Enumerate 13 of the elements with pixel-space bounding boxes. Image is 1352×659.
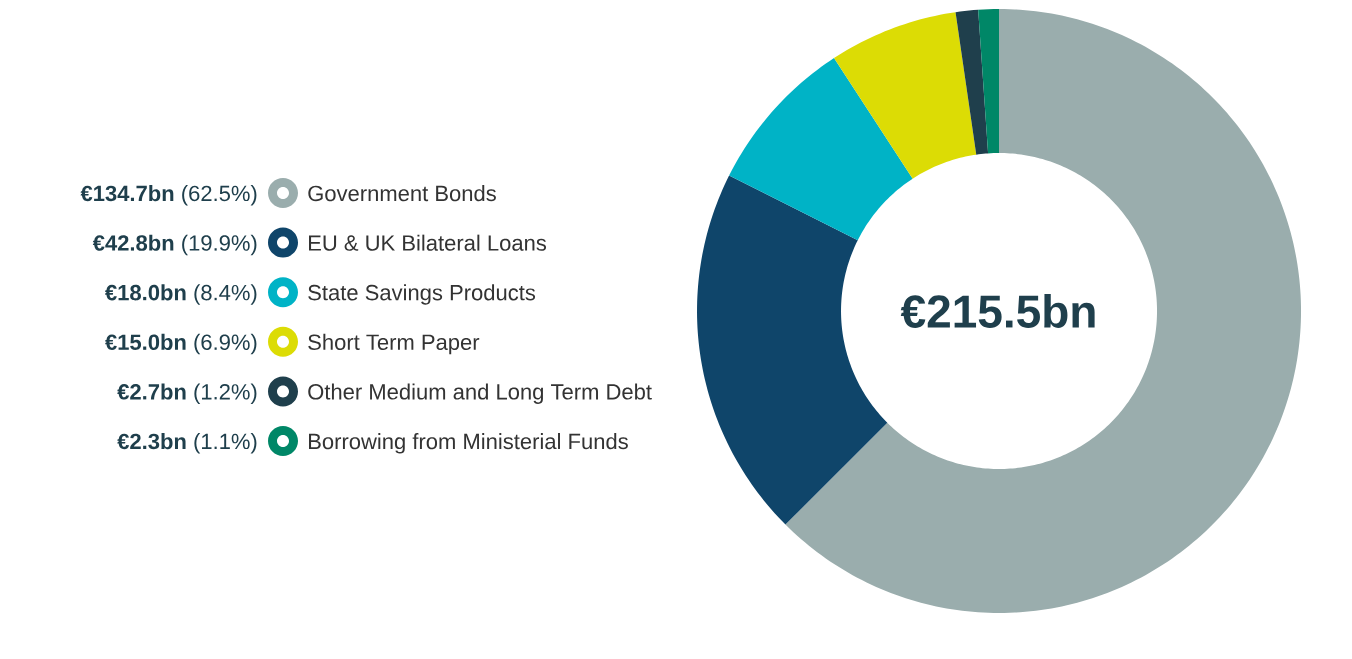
text: €215.5bn [900, 294, 1095, 328]
data-label: €15.0bn (6.9%) [105, 333, 257, 355]
legend-label: EU & UK Bilateral Loans [309, 234, 547, 251]
legend-label: Other Medium and Long Term Debt [308, 383, 652, 404]
data-label: €2.3bn (1.1%) [117, 433, 257, 454]
data-label: €134.7bn (62.5%) [80, 185, 257, 206]
legend-label: Short Term Paper [308, 333, 480, 355]
data-label: €18.0bn (8.4%) [105, 284, 257, 305]
data-label: €42.8bn (19.9%) [92, 234, 257, 256]
legend-label: Borrowing from Ministerial Funds [309, 433, 628, 454]
legend-label: Government Bonds [308, 185, 496, 202]
data-label: €2.7bn (1.2%) [117, 383, 257, 404]
legend-label: State Savings Products [308, 284, 536, 305]
